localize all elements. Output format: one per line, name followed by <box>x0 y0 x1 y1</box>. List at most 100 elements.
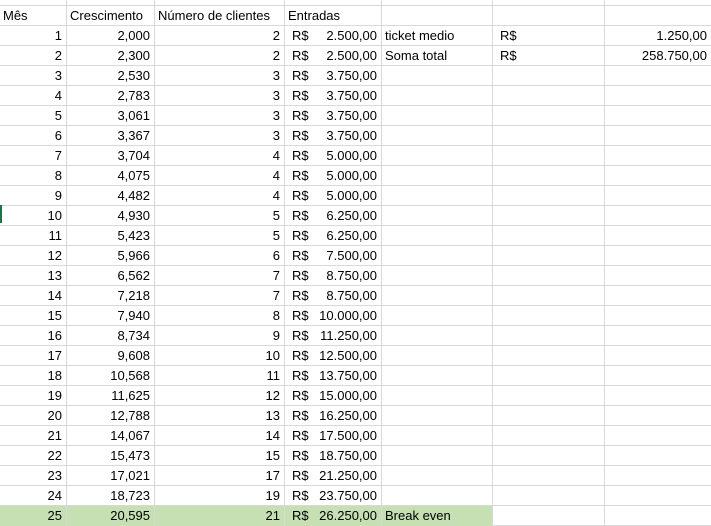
cell-mes[interactable]: 5 <box>54 108 62 123</box>
cell-crescimento[interactable]: 17,021 <box>110 468 150 483</box>
cell-entrada[interactable]: R$ 7.500,00 <box>285 246 381 266</box>
cell-crescimento[interactable]: 12,788 <box>110 408 150 423</box>
cell-crescimento[interactable]: 2,000 <box>117 28 150 43</box>
cell-clientes[interactable]: 11 <box>266 368 281 383</box>
cell-mes[interactable]: 1 <box>54 28 62 43</box>
cell-clientes[interactable]: 5 <box>272 208 280 223</box>
cell-mes[interactable]: 18 <box>47 368 62 383</box>
cell-entrada[interactable]: R$ 12.500,00 <box>285 346 381 366</box>
cell-clientes[interactable]: 17 <box>265 468 280 483</box>
cell-clientes[interactable]: 4 <box>272 168 280 183</box>
header-mes[interactable]: Mês <box>3 8 28 23</box>
cell-clientes[interactable]: 2 <box>272 48 280 63</box>
cell-crescimento[interactable]: 2,300 <box>117 48 150 63</box>
summary-currency-cell[interactable]: R$ <box>493 26 604 46</box>
cell-mes[interactable]: 20 <box>47 408 62 423</box>
cell-entrada[interactable]: R$ 8.750,00 <box>285 266 381 286</box>
cell-mes[interactable]: 3 <box>54 68 62 83</box>
cell-mes[interactable]: 6 <box>54 128 62 143</box>
cell-mes[interactable]: 12 <box>47 248 62 263</box>
header-entradas[interactable]: Entradas <box>288 8 341 23</box>
cell-clientes[interactable]: 19 <box>265 488 280 503</box>
cell-entrada[interactable]: R$ 6.250,00 <box>285 226 381 246</box>
cell-clientes[interactable]: 9 <box>272 328 280 343</box>
header-crescimento[interactable]: Crescimento <box>70 8 143 23</box>
cell-entrada[interactable]: R$ 5.000,00 <box>285 186 381 206</box>
cell-crescimento[interactable]: 18,723 <box>110 488 150 503</box>
cell-clientes[interactable]: 2 <box>272 28 280 43</box>
cell-crescimento[interactable]: 11,625 <box>111 388 150 403</box>
cell-clientes[interactable]: 3 <box>272 68 280 83</box>
summary-value[interactable]: 258.750,00 <box>641 48 707 63</box>
cell-crescimento[interactable]: 4,482 <box>117 188 150 203</box>
cell-crescimento[interactable]: 20,595 <box>67 506 154 526</box>
cell-entrada[interactable]: R$ 10.000,00 <box>285 306 381 326</box>
cell-entrada[interactable]: R$ 6.250,00 <box>285 206 381 226</box>
cell-mes[interactable]: 8 <box>54 168 62 183</box>
cell-crescimento[interactable]: 8,734 <box>117 328 150 343</box>
cell-crescimento[interactable]: 7,218 <box>117 288 150 303</box>
header-clientes[interactable]: Número de clientes <box>158 8 270 23</box>
cell-clientes[interactable]: 6 <box>272 248 280 263</box>
cell-clientes[interactable]: 4 <box>272 148 280 163</box>
cell-entrada[interactable]: R$ 3.750,00 <box>285 126 381 146</box>
cell-crescimento[interactable]: 7,940 <box>117 308 150 323</box>
cell-mes[interactable]: 25 <box>0 506 66 526</box>
cell-mes[interactable]: 14 <box>47 288 62 303</box>
cell-mes[interactable]: 19 <box>47 388 62 403</box>
summary-value[interactable]: 1.250,00 <box>656 28 707 43</box>
cell-crescimento[interactable]: 3,704 <box>117 148 150 163</box>
cell-entrada[interactable]: R$ 2.500,00 <box>285 26 381 46</box>
cell-mes[interactable]: 13 <box>47 268 62 283</box>
cell-crescimento[interactable]: 14,067 <box>110 428 150 443</box>
cell-entrada[interactable]: R$ 23.750,00 <box>285 486 381 506</box>
summary-currency-cell[interactable]: R$ <box>493 46 604 66</box>
cell-crescimento[interactable]: 3,367 <box>117 128 150 143</box>
cell-entrada[interactable]: R$ 11.250,00 <box>285 326 381 346</box>
cell-clientes[interactable]: 12 <box>265 388 280 403</box>
cell-crescimento[interactable]: 2,530 <box>117 68 150 83</box>
cell-mes[interactable]: 2 <box>54 48 62 63</box>
cell-clientes[interactable]: 3 <box>272 128 280 143</box>
cell-mes[interactable]: 4 <box>54 88 62 103</box>
cell-entrada[interactable]: R$ 13.750,00 <box>285 366 381 386</box>
cell-mes[interactable]: 16 <box>47 328 62 343</box>
cell-entrada[interactable]: R$ 3.750,00 <box>285 106 381 126</box>
cell-entrada[interactable]: R$ 3.750,00 <box>285 86 381 106</box>
cell-clientes[interactable]: 7 <box>272 288 280 303</box>
cell-mes[interactable]: 15 <box>47 308 62 323</box>
cell-entrada[interactable]: R$ 5.000,00 <box>285 166 381 186</box>
cell-entrada[interactable]: R$ 8.750,00 <box>285 286 381 306</box>
cell-mes[interactable]: 23 <box>47 468 62 483</box>
cell-entrada[interactable]: R$ 5.000,00 <box>285 146 381 166</box>
cell-entrada[interactable]: R$ 17.500,00 <box>285 426 381 446</box>
summary-label[interactable]: ticket medio <box>385 28 455 43</box>
cell-entrada[interactable]: R$ 21.250,00 <box>285 466 381 486</box>
cell-entrada[interactable]: R$ 16.250,00 <box>285 406 381 426</box>
cell-mes[interactable]: 11 <box>48 228 63 243</box>
cell-clientes[interactable]: 15 <box>265 448 280 463</box>
cell-entrada[interactable]: R$ 2.500,00 <box>285 46 381 66</box>
summary-label[interactable]: Soma total <box>385 48 448 63</box>
cell-clientes[interactable]: 7 <box>272 268 280 283</box>
cell-clientes[interactable]: 8 <box>272 308 280 323</box>
cell-entrada[interactable]: R$ 26.250,00 <box>285 506 381 526</box>
cell-crescimento[interactable]: 3,061 <box>117 108 150 123</box>
cell-mes[interactable]: 17 <box>47 348 62 363</box>
cell-crescimento[interactable]: 4,075 <box>117 168 150 183</box>
cell-mes[interactable]: 7 <box>54 148 62 163</box>
cell-clientes[interactable]: 21 <box>155 506 284 526</box>
cell-crescimento[interactable]: 2,783 <box>117 88 150 103</box>
cell-mes[interactable]: 24 <box>47 488 62 503</box>
cell-clientes[interactable]: 3 <box>272 88 280 103</box>
cell-entrada[interactable]: R$ 18.750,00 <box>285 446 381 466</box>
cell-entrada[interactable]: R$ 3.750,00 <box>285 66 381 86</box>
cell-crescimento[interactable]: 5,423 <box>117 228 150 243</box>
cell-clientes[interactable]: 10 <box>265 348 280 363</box>
cell-mes[interactable]: 21 <box>47 428 62 443</box>
cell-mes[interactable]: 9 <box>54 188 62 203</box>
cell-crescimento[interactable]: 4,930 <box>117 208 150 223</box>
cell-clientes[interactable]: 13 <box>265 408 280 423</box>
cell-clientes[interactable]: 4 <box>272 188 280 203</box>
